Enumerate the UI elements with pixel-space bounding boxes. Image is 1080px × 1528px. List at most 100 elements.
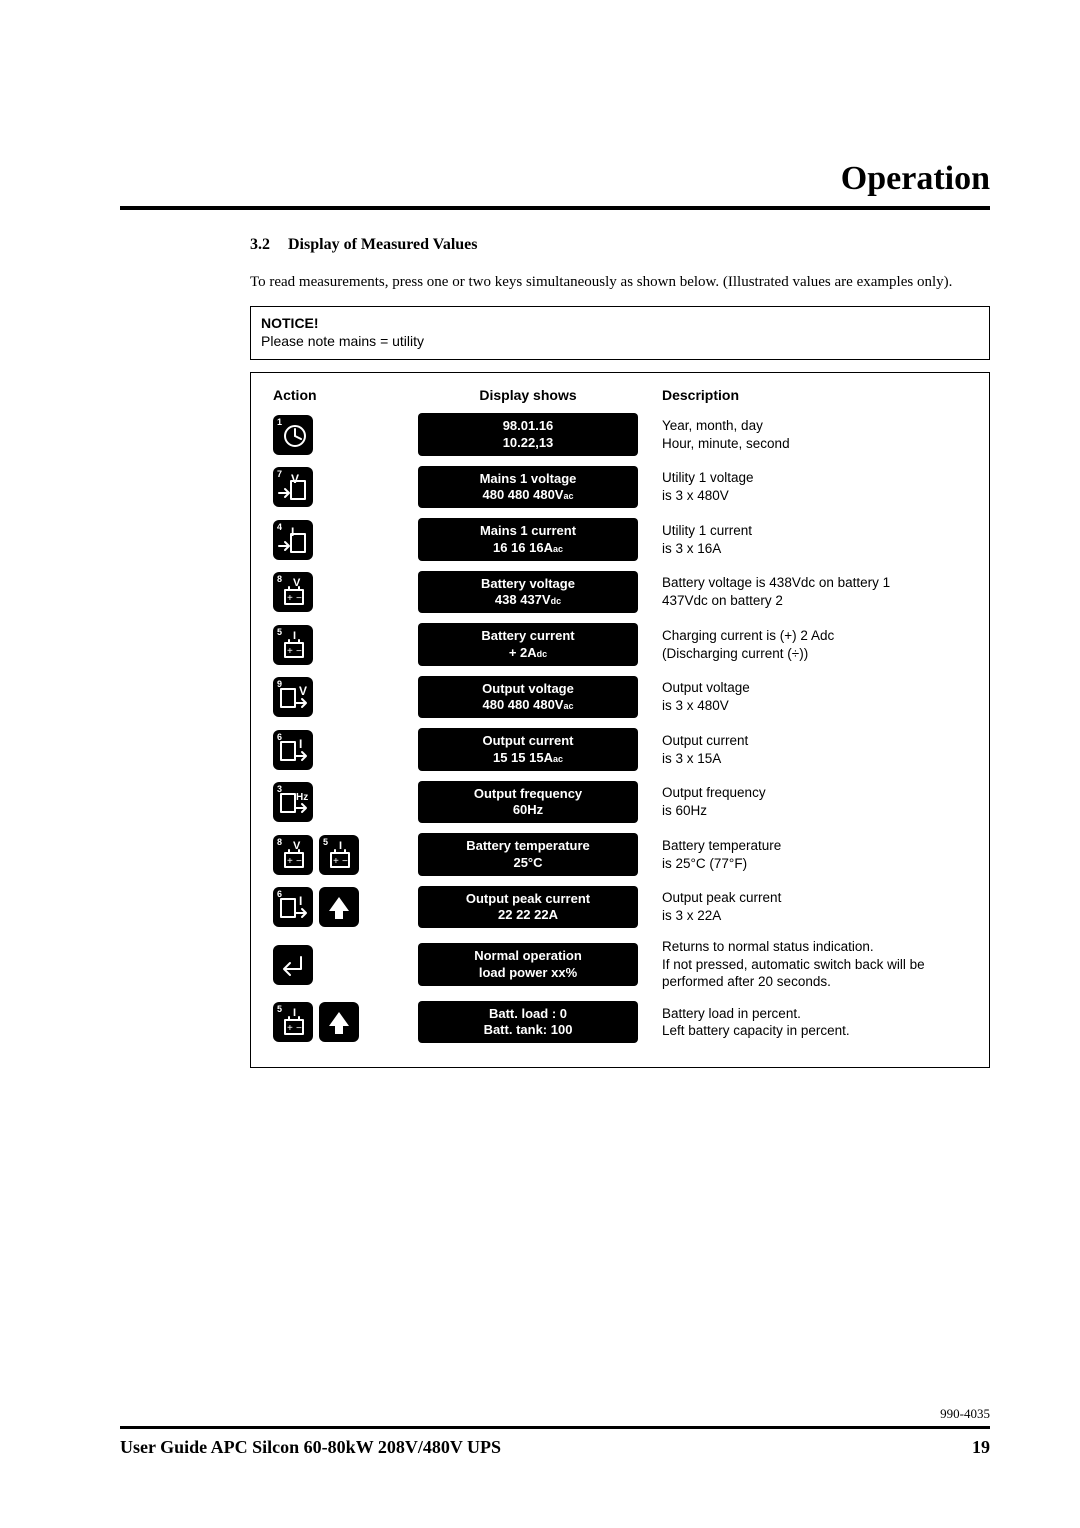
display-line1: Normal operation	[424, 948, 632, 964]
desc-cell: Output peak currentis 3 x 22A	[638, 889, 973, 924]
action-cell: 1	[273, 415, 418, 455]
desc-line1: Utility 1 current	[662, 522, 973, 540]
desc-line1: Battery voltage is 438Vdc on battery 1	[662, 574, 973, 592]
display-line1: Mains 1 current	[424, 523, 632, 539]
display-line2: 25°C	[424, 855, 632, 871]
display-line2: 480 480 480Vac	[424, 697, 632, 713]
display-line2: Batt. tank: 100	[424, 1022, 632, 1038]
display-cell: Mains 1 current16 16 16Aac	[418, 518, 638, 561]
outI-key-icon: 6I	[273, 730, 313, 770]
desc-line2: is 3 x 480V	[662, 697, 973, 715]
desc-cell: Returns to normal status indication.If n…	[638, 938, 973, 991]
display-line1: Output current	[424, 733, 632, 749]
section-heading: 3.2 Display of Measured Values	[250, 236, 990, 254]
inV-key-icon: 7V	[273, 467, 313, 507]
svg-text:+: +	[287, 856, 293, 867]
col-desc: Description	[638, 387, 973, 403]
battV-key-icon: 8V+−	[273, 572, 313, 612]
svg-text:−: −	[296, 856, 302, 867]
section-heading-text: Display of Measured Values	[288, 236, 478, 253]
section-intro: To read measurements, press one or two k…	[250, 272, 990, 292]
up-key-icon	[319, 1002, 359, 1042]
desc-line1: Battery temperature	[662, 837, 973, 855]
col-display: Display shows	[418, 387, 638, 403]
svg-text:V: V	[299, 684, 307, 698]
footer-page: 19	[972, 1437, 990, 1458]
action-cell: 5I+−	[273, 1002, 418, 1042]
display-cell: Normal operationload power xx%	[418, 943, 638, 986]
display-line1: Output voltage	[424, 681, 632, 697]
section-number: 3.2	[250, 236, 284, 254]
svg-text:−: −	[342, 856, 348, 867]
notice-text: Please note mains = utility	[261, 333, 979, 349]
action-cell: 5I+−	[273, 625, 418, 665]
display-cell: 98.01.1610.22,13	[418, 413, 638, 456]
svg-text:+: +	[287, 593, 293, 604]
svg-text:Hz: Hz	[296, 792, 308, 803]
desc-cell: Output frequencyis 60Hz	[638, 784, 973, 819]
table-row: 8V+−5I+−Battery temperature25°CBattery t…	[273, 833, 973, 876]
action-cell: 3Hz	[273, 782, 418, 822]
svg-text:+: +	[287, 646, 293, 657]
action-cell: 7V	[273, 467, 418, 507]
table-row: 3HzOutput frequency60HzOutput frequencyi…	[273, 781, 973, 824]
display-cell: Output frequency60Hz	[418, 781, 638, 824]
footer-line: User Guide APC Silcon 60-80kW 208V/480V …	[120, 1437, 990, 1458]
svg-text:+: +	[287, 1023, 293, 1034]
display-cell: Output peak current22 22 22A	[418, 886, 638, 929]
desc-cell: Utility 1 currentis 3 x 16A	[638, 522, 973, 557]
display-cell: Mains 1 voltage480 480 480Vac	[418, 466, 638, 509]
display-line2: 22 22 22A	[424, 907, 632, 923]
table-row: 5I+−Batt. load : 0Batt. tank: 100Battery…	[273, 1001, 973, 1044]
action-cell: 9V	[273, 677, 418, 717]
desc-cell: Battery load in percent.Left battery cap…	[638, 1005, 973, 1040]
desc-line1: Utility 1 voltage	[662, 469, 973, 487]
desc-line2: Hour, minute, second	[662, 435, 973, 453]
svg-text:I: I	[293, 1007, 296, 1019]
display-cell: Battery current+ 2Adc	[418, 623, 638, 666]
outV-key-icon: 9V	[273, 677, 313, 717]
desc-line2: 437Vdc on battery 2	[662, 592, 973, 610]
battI-key-icon: 5I+−	[273, 625, 313, 665]
desc-line1: Year, month, day	[662, 417, 973, 435]
desc-cell: Battery temperatureis 25°C (77°F)	[638, 837, 973, 872]
display-line1: Battery voltage	[424, 576, 632, 592]
desc-line1: Output peak current	[662, 889, 973, 907]
outI-key-icon: 6I	[273, 887, 313, 927]
desc-line1: Charging current is (+) 2 Adc	[662, 627, 973, 645]
desc-line1: Battery load in percent.	[662, 1005, 973, 1023]
display-line2: 10.22,13	[424, 435, 632, 451]
doc-number: 990-4035	[120, 1406, 990, 1422]
table-body: 198.01.1610.22,13Year, month, dayHour, m…	[273, 413, 973, 1043]
page-footer: 990-4035 User Guide APC Silcon 60-80kW 2…	[120, 1406, 990, 1458]
desc-line2: is 25°C (77°F)	[662, 855, 973, 873]
desc-line2: is 60Hz	[662, 802, 973, 820]
display-cell: Batt. load : 0Batt. tank: 100	[418, 1001, 638, 1044]
desc-line2: Left battery capacity in percent.	[662, 1022, 973, 1040]
title-rule	[120, 206, 990, 210]
table-row: 8V+−Battery voltage438 437VdcBattery vol…	[273, 571, 973, 614]
action-cell	[273, 945, 418, 985]
display-line1: Battery temperature	[424, 838, 632, 854]
table-panel: Action Display shows Description 198.01.…	[250, 372, 990, 1068]
display-line2: + 2Adc	[424, 645, 632, 661]
desc-line2: (Discharging current (÷))	[662, 645, 973, 663]
display-line2: load power xx%	[424, 965, 632, 981]
page-title: Operation	[120, 160, 990, 198]
table-header: Action Display shows Description	[273, 387, 973, 403]
table-row: Normal operationload power xx%Returns to…	[273, 938, 973, 991]
action-cell: 8V+−5I+−	[273, 835, 418, 875]
table-row: 7VMains 1 voltage480 480 480VacUtility 1…	[273, 466, 973, 509]
svg-text:−: −	[296, 593, 302, 604]
enter-key-icon	[273, 945, 313, 985]
display-line1: Mains 1 voltage	[424, 471, 632, 487]
display-line1: 98.01.16	[424, 418, 632, 434]
table-row: 5I+− Battery current+ 2Adc Charging curren…	[273, 623, 973, 666]
svg-text:V: V	[291, 472, 299, 486]
desc-cell: Year, month, dayHour, minute, second	[638, 417, 973, 452]
desc-cell: Utility 1 voltageis 3 x 480V	[638, 469, 973, 504]
battV-key-icon: 8V+−	[273, 835, 313, 875]
page-content: Operation 3.2 Display of Measured Values…	[120, 160, 990, 1408]
footer-title: User Guide APC Silcon 60-80kW 208V/480V …	[120, 1437, 501, 1458]
desc-line2: If not pressed, automatic switch back wi…	[662, 956, 973, 991]
